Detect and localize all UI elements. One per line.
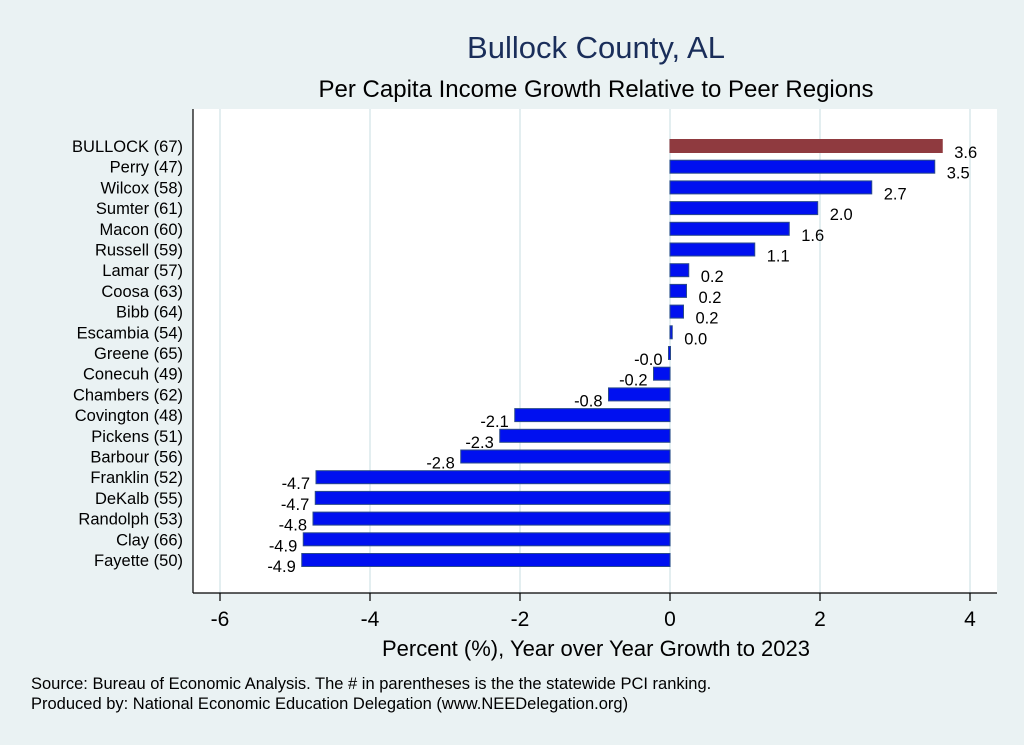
bar: [669, 242, 756, 257]
x-axis-ticks: -6 -4 -2 0 2 4: [211, 593, 976, 631]
category-label: Franklin (52): [90, 469, 183, 487]
value-label: -0.8: [574, 392, 602, 410]
value-label: 1.6: [801, 227, 824, 245]
value-label: -4.8: [279, 517, 307, 535]
x-tick-label: 0: [664, 608, 676, 631]
category-label: Conecuh (49): [83, 366, 183, 384]
value-label: 2.0: [830, 206, 853, 224]
x-tick-label: -2: [511, 608, 530, 631]
value-label: -4.9: [267, 558, 295, 576]
category-label: Coosa (63): [101, 283, 183, 301]
value-label: -0.0: [634, 351, 662, 369]
bar-highlight: [669, 139, 943, 153]
category-label: Covington (48): [75, 407, 183, 425]
value-label: -0.2: [619, 372, 647, 390]
category-label: DeKalb (55): [95, 490, 183, 508]
value-label: 2.7: [884, 185, 907, 203]
bar: [653, 366, 671, 381]
category-label: Pickens (51): [91, 428, 183, 446]
value-label: 0.2: [701, 268, 724, 286]
bar: [499, 428, 671, 443]
value-label: -4.7: [282, 475, 310, 493]
bar: [669, 221, 790, 236]
x-tick-label: -4: [361, 608, 380, 631]
bar: [301, 553, 671, 567]
bar: [514, 408, 671, 423]
source-note: Source: Bureau of Economic Analysis. The…: [31, 675, 711, 693]
category-label: Barbour (56): [90, 449, 183, 467]
x-tick-label: -6: [211, 608, 230, 631]
bar: [312, 511, 671, 526]
x-tick-label: 4: [964, 608, 976, 631]
value-label: -2.1: [480, 413, 508, 431]
bar: [460, 449, 671, 464]
value-label: 3.6: [954, 144, 977, 162]
bar: [669, 201, 819, 216]
producer-note: Produced by: National Economic Education…: [31, 695, 628, 713]
category-label: Greene (65): [94, 345, 183, 363]
category-label: Lamar (57): [102, 262, 183, 280]
bar: [669, 159, 936, 174]
bar: [669, 325, 673, 340]
category-label: Fayette (50): [94, 552, 183, 570]
x-axis-title: Percent (%), Year over Year Growth to 20…: [382, 636, 810, 661]
value-label: 0.2: [699, 289, 722, 307]
value-label: 1.1: [767, 248, 790, 266]
bar: [669, 180, 873, 195]
category-label: Randolph (53): [78, 511, 183, 529]
value-label: -2.8: [426, 455, 454, 473]
value-label: 3.5: [947, 165, 970, 183]
bars: [301, 139, 943, 567]
category-label: Chambers (62): [73, 386, 183, 404]
value-label: 0.0: [684, 330, 707, 348]
category-label: BULLOCK (67): [72, 138, 183, 156]
value-label: -4.9: [269, 537, 297, 555]
bar: [608, 387, 671, 402]
category-label: Perry (47): [110, 159, 183, 177]
bar: [302, 532, 671, 547]
bar: [314, 490, 671, 505]
value-label: -4.7: [281, 496, 309, 514]
category-label: Wilcox (58): [100, 179, 183, 197]
value-labels: 3.6 3.5 2.7 2.0 1.6 1.1 0.2 0.2 0.2 0.0 -0.0 -0.2 -0…: [267, 144, 977, 576]
category-label: Clay (66): [116, 531, 183, 549]
bar: [668, 346, 671, 360]
value-label: 0.2: [696, 310, 719, 328]
chart-subtitle: Per Capita Income Growth Relative to Pee…: [319, 76, 874, 103]
value-label: -2.3: [465, 434, 493, 452]
category-label: Russell (59): [95, 242, 183, 260]
chart-title: Bullock County, AL: [467, 30, 725, 65]
bar: [315, 470, 671, 485]
category-label: Bibb (64): [116, 304, 183, 322]
bar: [669, 283, 687, 298]
bar: [669, 263, 690, 278]
category-label: Escambia (54): [77, 324, 183, 342]
category-label: Macon (60): [100, 221, 183, 239]
category-labels: BULLOCK (67) Perry (47) Wilcox (58) Sumter …: [72, 138, 183, 570]
category-label: Sumter (61): [96, 200, 183, 218]
bar: [669, 304, 684, 319]
x-tick-label: 2: [814, 608, 826, 631]
